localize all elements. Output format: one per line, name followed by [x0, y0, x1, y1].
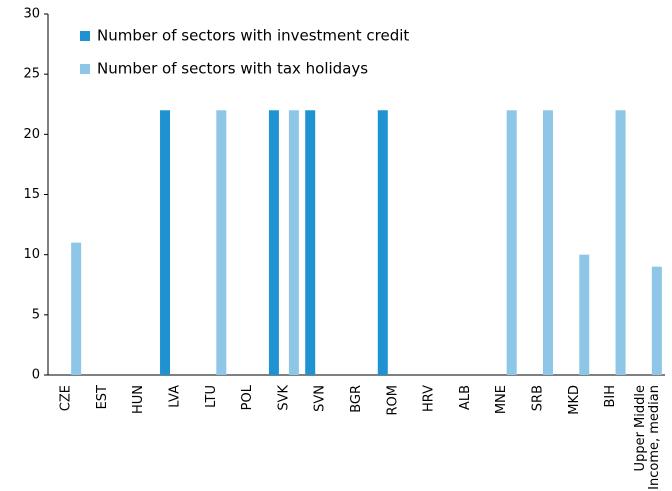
bar: [615, 110, 626, 376]
y-tick-label: 15: [23, 187, 40, 202]
x-tick-label: MNE: [494, 385, 509, 414]
legend-swatch: [80, 64, 90, 74]
legend-label: Number of sectors with tax holidays: [97, 60, 368, 78]
bar: [288, 110, 299, 376]
x-tick-label: LTU: [204, 385, 219, 408]
y-tick-label: 25: [23, 67, 40, 82]
x-tick-label: SVK: [276, 385, 291, 411]
y-tick-label: 0: [32, 368, 40, 383]
y-tick-label: 10: [23, 247, 40, 262]
bar: [268, 110, 279, 376]
bar: [305, 110, 316, 376]
bar: [216, 110, 227, 376]
x-tick-label: SRB: [530, 385, 545, 411]
x-tick-label: ALB: [458, 385, 473, 410]
x-tick-label: SVN: [313, 385, 328, 412]
bar: [542, 110, 553, 376]
x-tick-label: BGR: [349, 385, 364, 413]
x-tick-label: EST: [95, 385, 110, 409]
bar: [71, 242, 82, 375]
x-tick-label: BIH: [603, 385, 618, 408]
legend-swatch: [80, 31, 90, 41]
legend-label: Number of sectors with investment credit: [97, 27, 409, 45]
y-tick-label: 20: [23, 127, 40, 142]
bar: [579, 254, 590, 375]
bar: [506, 110, 517, 376]
x-tick-label: HUN: [131, 385, 146, 414]
x-tick-label: MKD: [567, 385, 582, 415]
x-tick-label: CZE: [59, 385, 74, 411]
bar: [160, 110, 171, 376]
y-tick-label: 5: [32, 307, 40, 322]
x-tick-label: ROM: [385, 385, 400, 415]
y-tick-label: 30: [23, 7, 40, 22]
x-tick-label: POL: [240, 384, 255, 410]
bar: [377, 110, 388, 376]
x-tick-label: Upper Middle Income, median: [632, 385, 661, 491]
bar: [651, 266, 662, 375]
x-tick-label: LVA: [168, 385, 183, 408]
x-tick-label: HRV: [422, 385, 437, 412]
